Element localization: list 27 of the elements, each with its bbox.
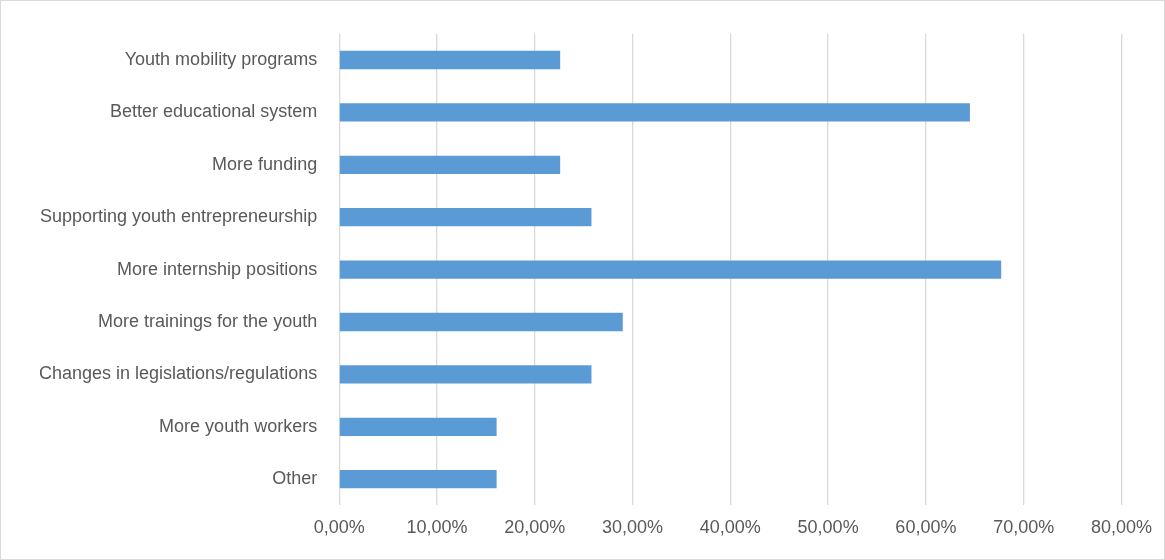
y-tick-label: Changes in legislations/regulations bbox=[38, 363, 318, 384]
y-tick-label: More trainings for the youth bbox=[98, 310, 318, 331]
x-tick-label: 0,00% bbox=[313, 517, 365, 538]
y-tick-label: Other bbox=[272, 468, 318, 489]
x-tick-label: 10,00% bbox=[406, 517, 468, 538]
bar bbox=[339, 365, 592, 384]
y-tick-label: Better educational system bbox=[110, 101, 318, 122]
bar bbox=[339, 312, 623, 332]
x-tick-label: 50,00% bbox=[797, 517, 859, 538]
x-tick-label: 40,00% bbox=[699, 517, 761, 538]
y-tick-label: Supporting youth entrepreneurship bbox=[39, 206, 318, 227]
y-tick-label: More internship positions bbox=[117, 258, 318, 279]
x-tick-label: 80,00% bbox=[1090, 517, 1153, 538]
y-tick-label: More youth workers bbox=[159, 415, 318, 436]
x-tick-label: 20,00% bbox=[504, 517, 566, 538]
bar bbox=[339, 417, 497, 436]
bar bbox=[339, 155, 561, 174]
x-tick-label: 70,00% bbox=[993, 517, 1055, 538]
x-tick-label: 30,00% bbox=[602, 517, 664, 538]
bar bbox=[339, 103, 970, 122]
bar bbox=[339, 208, 592, 227]
bar bbox=[339, 50, 561, 70]
y-tick-label: More funding bbox=[212, 153, 318, 174]
bar bbox=[339, 260, 1002, 279]
y-tick-label: Youth mobility programs bbox=[124, 48, 318, 69]
bar bbox=[339, 470, 497, 489]
x-tick-label: 60,00% bbox=[895, 517, 957, 538]
